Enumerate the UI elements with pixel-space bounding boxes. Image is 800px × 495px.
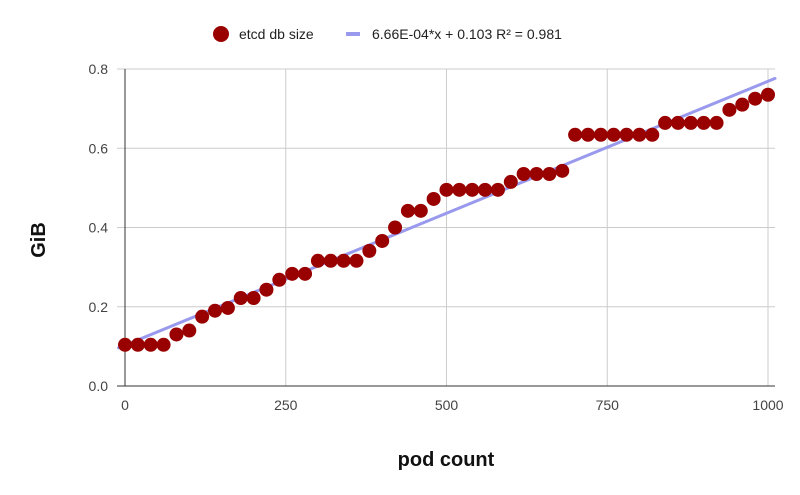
- data-point: [645, 127, 660, 142]
- data-point: [542, 167, 557, 182]
- data-point: [658, 115, 673, 130]
- data-point: [761, 87, 775, 102]
- y-tick-label: 0.2: [89, 299, 109, 315]
- legend-series-label: etcd db size: [239, 26, 314, 42]
- data-point: [310, 253, 325, 268]
- data-point: [259, 282, 274, 297]
- data-point: [516, 167, 531, 182]
- data-point: [580, 127, 595, 142]
- data-point: [246, 291, 261, 306]
- data-point: [220, 300, 235, 315]
- x-tick-label: 0: [121, 397, 129, 413]
- data-point: [748, 91, 763, 106]
- data-point: [272, 272, 287, 287]
- data-point: [388, 220, 403, 235]
- x-axis-title: pod count: [398, 449, 495, 471]
- data-point: [375, 233, 390, 248]
- data-point: [182, 323, 197, 338]
- data-point: [478, 182, 493, 197]
- data-point: [143, 337, 158, 352]
- data-point: [735, 97, 750, 112]
- gridlines: [117, 68, 775, 386]
- x-tick-label: 500: [435, 397, 459, 413]
- data-point: [632, 127, 647, 142]
- y-tick-label: 0.6: [89, 140, 109, 156]
- data-point: [336, 253, 351, 268]
- data-point: [490, 182, 505, 197]
- data-point: [118, 337, 132, 352]
- tick-labels: 0.0 0.2 0.4 0.6 0.8 0 250 500 750 1000: [89, 61, 784, 413]
- data-point: [452, 182, 467, 197]
- data-point: [298, 266, 313, 281]
- data-point: [683, 115, 698, 130]
- data-point: [568, 127, 583, 142]
- data-point: [195, 309, 210, 324]
- data-points: [118, 87, 775, 352]
- data-point: [465, 182, 480, 197]
- data-point: [670, 115, 685, 130]
- data-point: [439, 182, 454, 197]
- x-tick-label: 250: [274, 397, 298, 413]
- legend: etcd db size 6.66E-04*x + 0.103 R² = 0.9…: [213, 26, 562, 42]
- data-point: [208, 303, 223, 318]
- data-point: [233, 291, 248, 306]
- data-point: [529, 167, 544, 182]
- data-point: [709, 115, 724, 130]
- data-point: [503, 174, 518, 189]
- data-point: [606, 127, 621, 142]
- data-point: [619, 127, 634, 142]
- data-point: [362, 243, 377, 258]
- x-tick-label: 750: [596, 397, 620, 413]
- legend-series-marker-icon: [213, 26, 229, 42]
- data-point: [285, 266, 300, 281]
- y-axis-title: GiB: [28, 222, 50, 258]
- y-tick-label: 0.0: [89, 378, 109, 394]
- y-tick-label: 0.8: [89, 61, 109, 77]
- x-tick-label: 1000: [752, 397, 783, 413]
- data-point: [555, 163, 570, 178]
- data-point: [413, 203, 428, 218]
- data-point: [400, 203, 415, 218]
- data-point: [156, 337, 171, 352]
- data-point: [593, 127, 608, 142]
- y-tick-label: 0.4: [89, 220, 109, 236]
- legend-trendline-label: 6.66E-04*x + 0.103 R² = 0.981: [372, 26, 562, 42]
- data-point: [169, 327, 184, 342]
- data-point: [349, 253, 364, 268]
- data-point: [696, 115, 711, 130]
- data-point: [130, 337, 145, 352]
- data-point: [426, 191, 441, 206]
- axes: [117, 69, 775, 387]
- data-point: [323, 253, 338, 268]
- legend-trendline-marker-icon: [346, 32, 360, 36]
- data-point: [722, 102, 737, 117]
